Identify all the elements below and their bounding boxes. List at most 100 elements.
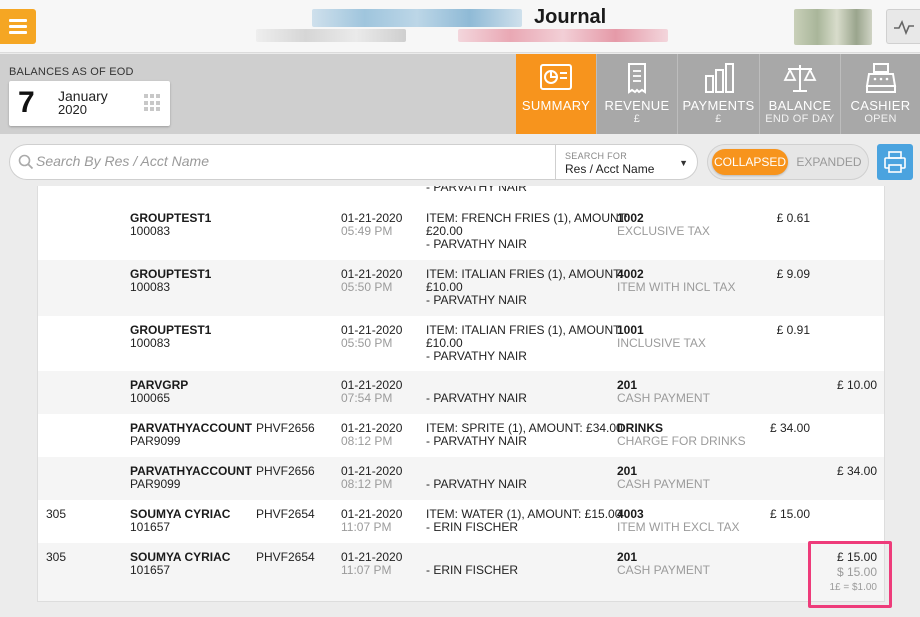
row-date: 01-21-2020 xyxy=(341,550,403,564)
table-row[interactable]: GROUPTEST1 100083 01-21-2020 05:50 PM IT… xyxy=(38,316,884,371)
item-line-3: - PARVATHY NAIR xyxy=(426,293,527,307)
table-row[interactable]: GROUPTEST1 100083 01-21-2020 05:49 PM IT… xyxy=(38,205,884,260)
row-date: 01-21-2020 xyxy=(341,507,403,521)
search-for-label: SEARCH FOR xyxy=(565,151,628,161)
table-row[interactable]: PARVATHYACCOUNT PAR9099 PHVF2656 01-21-2… xyxy=(38,414,884,457)
cash-register-icon xyxy=(865,63,896,93)
reference-number: PHVF2654 xyxy=(256,550,315,564)
transaction-code-desc: ITEM WITH INCL TAX xyxy=(617,280,736,294)
partial-row-user: - PARVATHY NAIR xyxy=(426,186,527,194)
transaction-code: 4003 xyxy=(617,507,644,521)
account-name: GROUPTEST1 xyxy=(130,267,212,281)
table-row[interactable]: PARVATHYACCOUNT PAR9099 PHVF2656 01-21-2… xyxy=(38,457,884,500)
activity-button[interactable] xyxy=(886,9,920,44)
account-number: 100083 xyxy=(130,280,171,294)
item-line-3: - PARVATHY NAIR xyxy=(426,349,527,363)
tab-payments[interactable]: PAYMENTS £ xyxy=(677,54,759,134)
tab-summary[interactable]: SUMMARY xyxy=(516,54,596,143)
journal-table: - PARVATHY NAIR GROUPTEST1 100083 01-21-… xyxy=(37,186,885,602)
charge-amount: £ 9.09 xyxy=(776,267,810,281)
item-line-1: ITEM: WATER (1), AMOUNT: £15.00 xyxy=(426,507,622,521)
transaction-code: 201 xyxy=(617,378,638,392)
row-time: 05:50 PM xyxy=(341,336,393,350)
tab-revenue[interactable]: REVENUE £ xyxy=(596,54,677,134)
transaction-code-desc: ITEM WITH EXCL TAX xyxy=(617,520,740,534)
row-date: 01-21-2020 xyxy=(341,267,403,281)
redacted-property-name xyxy=(312,9,522,27)
table-row[interactable]: PARVGRP 100065 01-21-2020 07:54 PM - PAR… xyxy=(38,371,884,414)
tab-cashier[interactable]: CASHIER OPEN xyxy=(840,54,920,134)
date-day: 7 xyxy=(18,86,35,119)
transaction-code-desc: INCLUSIVE TAX xyxy=(617,336,706,350)
item-line-1: ITEM: ITALIAN FRIES (1), AMOUNT: xyxy=(426,323,623,337)
user-avatar[interactable] xyxy=(794,9,872,45)
tab-balance[interactable]: BALANCE END OF DAY xyxy=(759,54,840,134)
payment-amount: £ 15.00 xyxy=(836,550,877,564)
reference-number: PHVF2656 xyxy=(256,421,315,435)
charge-amount: £ 0.61 xyxy=(776,211,810,225)
reference-number: PHVF2654 xyxy=(256,507,315,521)
payment-amount-converted: $ 15.00 xyxy=(836,565,877,579)
transaction-code: 1002 xyxy=(617,211,644,225)
expanded-button[interactable]: EXPANDED xyxy=(796,155,862,169)
row-date: 01-21-2020 xyxy=(341,323,403,337)
row-time: 05:49 PM xyxy=(341,224,393,238)
journal-content: - PARVATHY NAIR GROUPTEST1 100083 01-21-… xyxy=(0,186,920,617)
hamburger-menu-button[interactable] xyxy=(0,9,36,44)
account-name: GROUPTEST1 xyxy=(130,323,212,337)
printer-icon xyxy=(884,151,906,173)
account-name: SOUMYA CYRIAC xyxy=(130,550,231,564)
row-time: 07:54 PM xyxy=(341,391,393,405)
search-field[interactable] xyxy=(9,144,555,180)
row-time: 08:12 PM xyxy=(341,477,393,491)
tab-balance-label: BALANCE xyxy=(768,98,832,113)
table-row[interactable]: 305 SOUMYA CYRIAC 101657 PHVF2654 01-21-… xyxy=(38,500,884,543)
top-bar: Journal xyxy=(0,0,920,53)
item-line-2: - ERIN FISCHER xyxy=(426,520,519,534)
tab-revenue-label: REVENUE xyxy=(604,98,670,113)
account-name: GROUPTEST1 xyxy=(130,211,212,225)
row-time: 08:12 PM xyxy=(341,434,393,448)
item-line-2: - PARVATHY NAIR xyxy=(426,434,527,448)
date-picker[interactable]: 7 January 2020 xyxy=(9,81,170,126)
menu-icon xyxy=(9,19,27,22)
print-button[interactable] xyxy=(877,144,913,180)
account-number: 101657 xyxy=(130,563,171,577)
table-row[interactable]: 305 SOUMYA CYRIAC 101657 PHVF2654 01-21-… xyxy=(38,543,884,601)
payment-amount: £ 34.00 xyxy=(836,464,877,478)
summary-chart-icon xyxy=(540,64,572,90)
collapsed-button[interactable]: COLLAPSED xyxy=(712,149,788,175)
table-row[interactable]: GROUPTEST1 100083 01-21-2020 05:50 PM IT… xyxy=(38,260,884,316)
tab-balance-sub: END OF DAY xyxy=(765,113,835,125)
tab-payments-label: PAYMENTS xyxy=(682,98,755,113)
account-number: 101657 xyxy=(130,520,171,534)
account-name: PARVGRP xyxy=(130,378,189,392)
row-date: 01-21-2020 xyxy=(341,378,403,392)
search-icon xyxy=(18,154,34,170)
search-bar: SEARCH FOR Res / Acct Name ▼ COLLAPSED E… xyxy=(0,134,920,186)
redacted-property-alert xyxy=(458,29,668,42)
account-number: 100083 xyxy=(130,336,171,350)
date-year: 2020 xyxy=(58,102,87,117)
charge-amount: £ 15.00 xyxy=(769,507,810,521)
search-for-dropdown[interactable]: SEARCH FOR Res / Acct Name ▼ xyxy=(555,144,698,180)
transaction-code: 201 xyxy=(617,550,638,564)
calendar-grid-icon[interactable] xyxy=(144,94,162,112)
item-line-2: £10.00 xyxy=(426,280,463,294)
row-date: 01-21-2020 xyxy=(341,421,403,435)
date-month: January xyxy=(58,88,108,104)
search-input[interactable] xyxy=(36,153,536,169)
row-time: 11:07 PM xyxy=(341,563,392,577)
tab-summary-label: SUMMARY xyxy=(521,98,591,113)
row-date: 01-21-2020 xyxy=(341,211,403,225)
room-number: 305 xyxy=(46,550,67,564)
account-name: PARVATHYACCOUNT xyxy=(130,421,253,435)
item-line-2: £20.00 xyxy=(426,224,463,238)
account-name: SOUMYA CYRIAC xyxy=(130,507,231,521)
account-number: PAR9099 xyxy=(130,477,181,491)
redacted-property-info xyxy=(256,29,406,42)
tab-revenue-currency: £ xyxy=(633,113,641,125)
scale-icon xyxy=(783,65,817,92)
menu-icon-bar xyxy=(9,31,27,34)
item-line-1: ITEM: ITALIAN FRIES (1), AMOUNT: xyxy=(426,267,623,281)
